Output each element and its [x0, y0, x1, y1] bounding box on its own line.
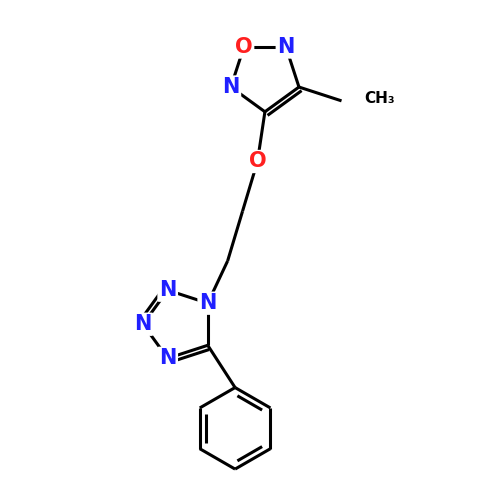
Text: N: N — [199, 293, 216, 313]
Text: N: N — [278, 37, 294, 57]
Text: N: N — [159, 280, 176, 300]
Text: N: N — [134, 314, 152, 334]
Text: CH₃: CH₃ — [364, 91, 394, 106]
Text: N: N — [222, 77, 240, 97]
Text: O: O — [248, 152, 266, 172]
Text: O: O — [235, 37, 252, 57]
Text: N: N — [159, 348, 176, 368]
